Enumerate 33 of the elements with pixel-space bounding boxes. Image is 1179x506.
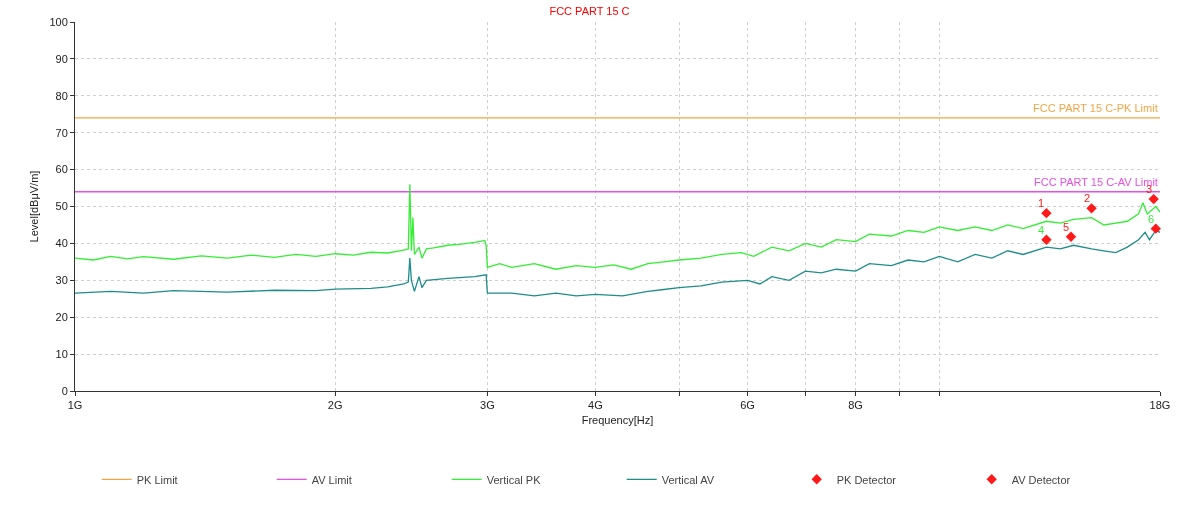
y-tick-label: 30 <box>55 274 68 287</box>
x-tick-label: 3G <box>480 399 495 412</box>
chart-title: FCC PART 15 C <box>549 5 630 18</box>
y-tick-label: 80 <box>55 89 68 102</box>
y-tick-label: 100 <box>49 15 68 28</box>
legend-label: PK Detector <box>836 473 897 486</box>
x-tick-label: 1G <box>67 399 83 412</box>
annotation: 2 <box>1084 192 1091 204</box>
x-axis-title: Frequency[Hz] <box>581 414 654 427</box>
x-tick-label: 4G <box>588 399 603 412</box>
y-tick-label: 50 <box>55 200 68 213</box>
annotation: 1 <box>1038 197 1045 209</box>
legend-label: PK Limit <box>136 473 178 486</box>
y-axis-title: Level[dBμV/m] <box>28 170 41 243</box>
legend-label: Vertical AV <box>661 473 715 486</box>
y-tick-label: 0 <box>61 384 68 397</box>
annotation: 4 <box>1038 224 1045 236</box>
y-tick-label: 60 <box>55 163 68 176</box>
annotation: 5 <box>1063 221 1070 233</box>
y-tick-label: 10 <box>55 347 68 360</box>
x-tick-label: 18G <box>1149 399 1171 412</box>
y-tick-label: 70 <box>55 126 68 139</box>
annotation: 6 <box>1148 213 1155 225</box>
legend-label: Vertical PK <box>486 473 542 486</box>
legend-label: AV Detector <box>1011 473 1071 486</box>
legend-label: AV Limit <box>311 473 352 486</box>
x-tick-label: 6G <box>740 399 755 412</box>
y-tick-label: 40 <box>55 237 68 250</box>
x-tick-label: 2G <box>327 399 343 412</box>
y-tick-label: 20 <box>55 311 68 324</box>
annotation: FCC PART 15 C-PK Limit <box>1033 102 1158 114</box>
x-tick-label: 8G <box>848 399 863 412</box>
y-tick-label: 90 <box>55 52 68 65</box>
